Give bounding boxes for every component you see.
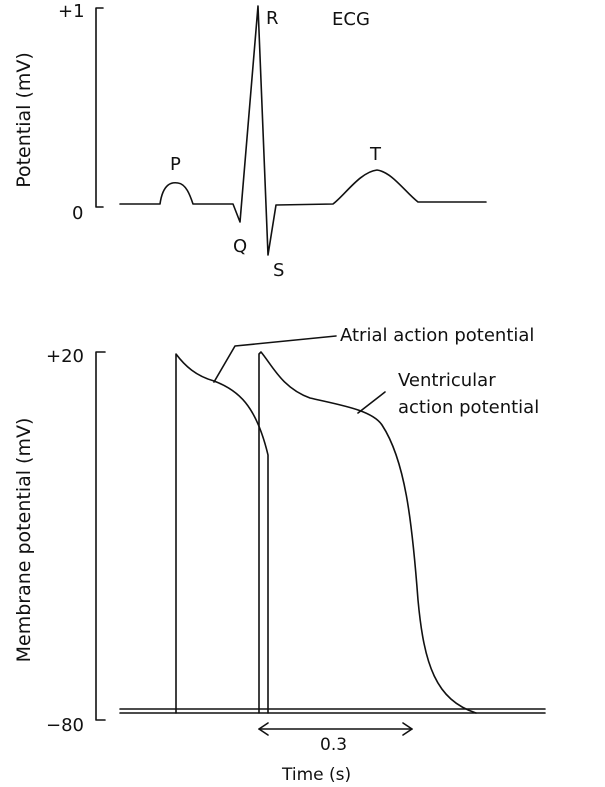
atrial-label: Atrial action potential	[340, 325, 534, 346]
ecg-label-t: T	[369, 144, 382, 165]
ecg-y-axis	[95, 7, 104, 208]
ecg-axis-label: Potential (mV)	[13, 52, 35, 188]
ap-y-axis	[95, 351, 106, 721]
ap-tick-bottom: −80	[46, 715, 84, 736]
ecg-trace	[119, 5, 487, 256]
ventricular-label-line2: action potential	[398, 397, 539, 418]
ecg-panel: +1 0 Potential (mV) P R Q S T ECG	[13, 1, 487, 281]
ap-axis-label: Membrane potential (mV)	[13, 418, 35, 663]
ecg-label-r: R	[266, 8, 279, 29]
ventricular-label-line1: Ventricular	[398, 370, 496, 391]
interval-arrow-right-head	[402, 722, 413, 736]
ecg-label-p: P	[170, 154, 181, 175]
time-axis-label: Time (s)	[281, 765, 351, 785]
interval-arrow-left-head	[258, 722, 269, 736]
ap-tick-top: +20	[46, 346, 84, 367]
ventricular-leader-line	[357, 391, 386, 414]
ecg-title: ECG	[332, 9, 370, 30]
ecg-label-q: Q	[233, 236, 247, 257]
ecg-label-s: S	[273, 260, 284, 281]
ventricular-action-potential-curve	[258, 351, 477, 714]
ecg-tick-top: +1	[58, 1, 85, 22]
atrial-action-potential-curve	[175, 353, 269, 714]
interval-label: 0.3	[320, 735, 347, 755]
action-potential-panel: +20 −80 Membrane potential (mV) Atrial a…	[13, 325, 546, 785]
atrial-leader-line	[213, 335, 337, 383]
ecg-tick-zero: 0	[72, 203, 83, 224]
